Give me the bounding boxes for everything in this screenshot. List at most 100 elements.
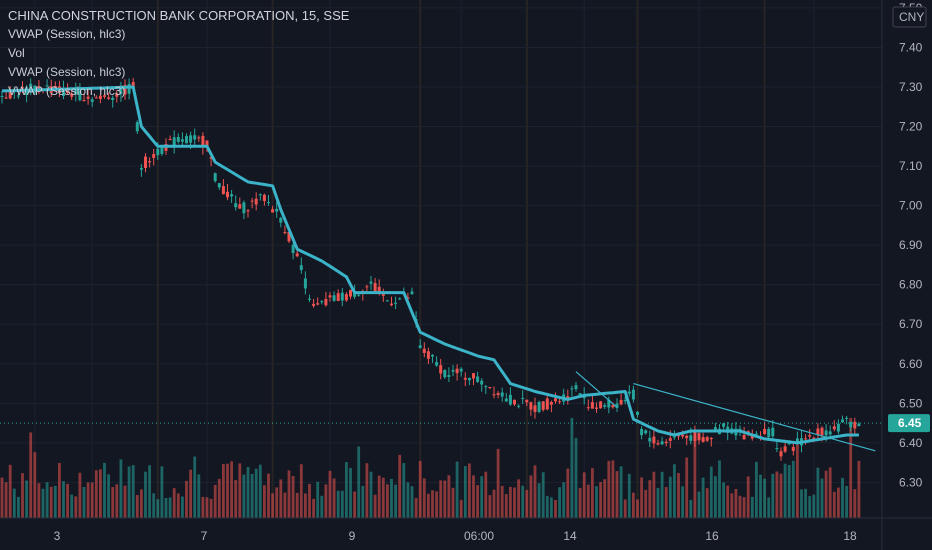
volume-bar	[640, 477, 643, 518]
volume-bar	[681, 486, 684, 518]
candle-body	[795, 438, 799, 442]
candle-body	[103, 95, 106, 97]
candle-body	[406, 297, 410, 299]
candle-body	[144, 156, 147, 168]
volume-bar	[615, 471, 619, 518]
candle-body	[119, 85, 123, 95]
candle-body	[320, 301, 324, 303]
volume-bar	[222, 464, 225, 518]
candle-body	[652, 436, 656, 444]
volume-bar	[209, 498, 213, 518]
volume-bar	[78, 472, 82, 518]
candle-body	[447, 375, 451, 377]
volume-bar	[472, 475, 475, 518]
candle-body	[644, 430, 648, 434]
volume-bar	[787, 465, 791, 518]
volume-bar	[730, 493, 734, 518]
volume-bar	[714, 476, 717, 518]
candle-body	[78, 90, 82, 101]
volume-bar	[533, 465, 537, 518]
candle-body	[291, 245, 295, 253]
volume-bar	[308, 483, 311, 518]
candle-body	[267, 202, 270, 204]
volume-bar	[181, 496, 184, 518]
legend-vwap-3[interactable]: VWAP (Session, hlc3)	[8, 84, 126, 98]
volume-bar	[312, 498, 315, 518]
volume-bar	[623, 499, 627, 518]
candle-body	[287, 232, 291, 242]
volume-bar	[689, 499, 693, 518]
candle-body	[250, 200, 254, 202]
candle-body	[205, 140, 209, 148]
volume-bar	[82, 487, 86, 518]
candle-body	[443, 370, 447, 378]
volume-bar	[591, 468, 594, 518]
candle-body	[672, 436, 676, 438]
session-separator	[525, 0, 528, 518]
volume-bar	[250, 473, 254, 518]
candle-body	[824, 430, 828, 436]
candle-body	[107, 97, 111, 99]
candle-body	[86, 96, 90, 99]
volume-bar	[607, 460, 611, 518]
volume-bar	[636, 499, 639, 518]
candle-body	[258, 194, 262, 196]
candle-body	[554, 398, 557, 402]
volume-bar	[738, 495, 742, 518]
candle-body	[254, 198, 258, 205]
legend-vwap-1[interactable]: VWAP (Session, hlc3)	[8, 27, 126, 41]
candle-body	[394, 302, 398, 304]
legend-vol[interactable]: Vol	[8, 46, 25, 60]
volume-bar	[33, 452, 37, 518]
volume-bar	[156, 499, 160, 518]
candle-body	[783, 446, 787, 452]
candle-body	[70, 93, 74, 97]
volume-bar	[406, 482, 410, 518]
volume-bar	[4, 482, 8, 518]
x-tick-label: 16	[705, 529, 719, 543]
volume-bar	[820, 478, 824, 518]
volume-bar	[279, 479, 283, 518]
volume-bar	[66, 483, 69, 518]
candle-body	[357, 294, 361, 296]
volume-bar	[463, 466, 467, 518]
candle-body	[98, 95, 102, 99]
candle-body	[238, 204, 242, 209]
candle-body	[488, 386, 492, 388]
candle-body	[66, 88, 70, 93]
volume-bar	[742, 497, 746, 518]
volume-bar	[140, 489, 143, 518]
volume-bar	[664, 486, 668, 518]
x-tick-label: 7	[201, 529, 208, 543]
trendline	[575, 371, 618, 408]
volume-bar	[410, 486, 414, 518]
volume-bar	[49, 486, 53, 518]
symbol-title[interactable]: CHINA CONSTRUCTION BANK CORPORATION, 15,…	[8, 8, 350, 23]
candle-body	[324, 299, 328, 306]
volume-bar	[320, 495, 324, 518]
candle-body	[504, 398, 508, 402]
volume-bar	[771, 473, 775, 518]
volume-bar	[541, 472, 545, 518]
volume-bar	[86, 482, 90, 518]
y-tick-label: 7.40	[899, 40, 923, 54]
candle-body	[365, 286, 369, 288]
candle-body	[189, 135, 193, 143]
volume-bar	[808, 496, 812, 518]
volume-bar	[513, 487, 516, 518]
candle-body	[804, 438, 808, 440]
candle-body	[656, 443, 660, 445]
candle-body	[459, 368, 463, 372]
volume-bar	[304, 493, 307, 518]
candle-body	[529, 402, 533, 410]
candle-body	[496, 393, 500, 395]
legend-vwap-2[interactable]: VWAP (Session, hlc3)	[8, 65, 126, 79]
volume-bar	[697, 491, 701, 518]
volume-bar	[755, 461, 758, 518]
candle-body	[533, 405, 537, 412]
candle-body	[336, 293, 340, 301]
candle-body	[152, 154, 156, 158]
volume-bar	[365, 463, 369, 518]
candle-body	[271, 209, 275, 213]
